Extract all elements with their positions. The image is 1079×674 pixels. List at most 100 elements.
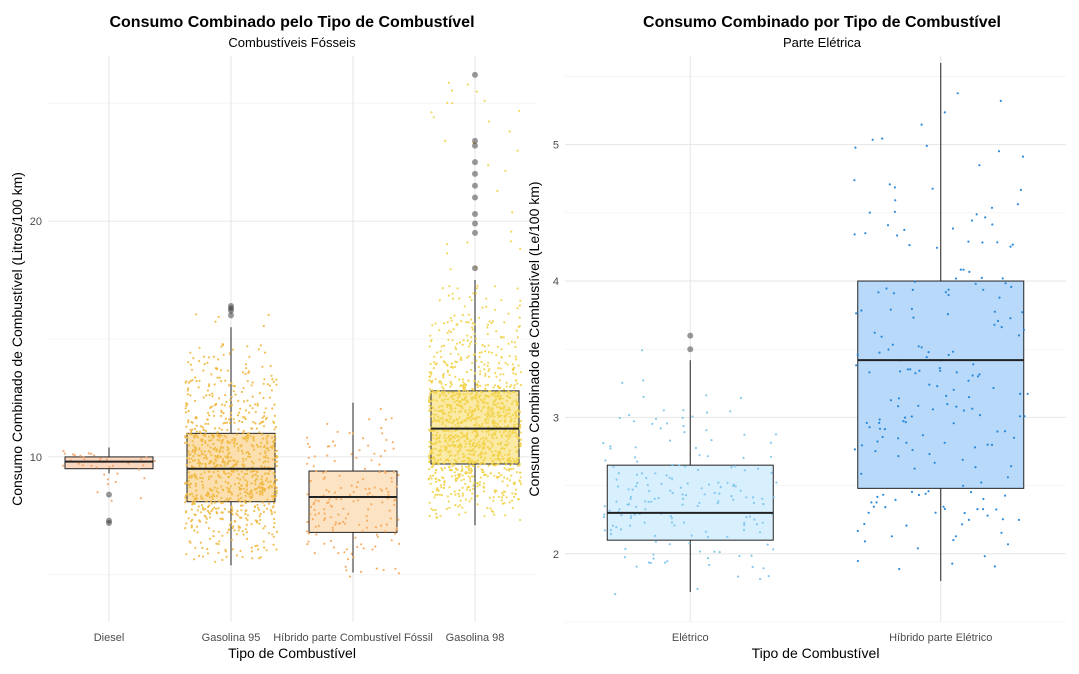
jitter-point [620,514,623,517]
jitter-point [460,445,463,449]
jitter-point [644,508,647,511]
jitter-point [461,474,464,477]
jitter-point [442,387,445,390]
jitter-point [450,454,453,457]
jitter-point [202,555,205,558]
jitter-point [511,413,514,417]
jitter-point [743,433,746,436]
jitter-point [651,422,654,425]
jitter-point [252,474,255,477]
jitter-point [193,473,196,476]
jitter-point [240,484,243,487]
jitter-point [242,500,245,503]
jitter-point [487,433,491,436]
jitter-point [479,373,482,376]
jitter-point [517,457,521,460]
jitter-point [350,453,353,456]
jitter-point [460,465,463,468]
jitter-point [471,328,474,331]
jitter-point [228,421,231,424]
jitter-point [471,442,474,445]
jitter-point [642,379,645,382]
jitter-point [225,555,228,558]
jitter-point [430,466,433,469]
jitter-point [189,351,192,354]
jitter-point [189,428,192,431]
jitter-point [436,493,439,496]
jitter-point [719,485,722,489]
jitter-point [512,400,515,403]
jitter-point [443,361,447,364]
jitter-point [951,562,954,565]
jitter-point [664,561,667,564]
jitter-point [428,379,431,382]
jitter-point [635,505,638,508]
jitter-point [221,511,224,514]
jitter-point [439,350,442,353]
jitter-point [444,398,447,401]
jitter-point [516,459,520,463]
jitter-point [433,443,437,446]
jitter-point [374,526,377,529]
jitter-point [256,503,259,506]
jitter-point [461,492,464,495]
jitter-point [249,404,252,407]
jitter-point [382,568,385,572]
jitter-point [453,458,456,461]
jitter-point [629,495,633,498]
outlier-point [687,346,694,353]
jitter-point [195,430,198,433]
jitter-point [486,383,489,386]
jitter-point [237,428,240,431]
jitter-point [437,459,440,462]
jitter-point [627,488,630,491]
jitter-point [438,299,441,302]
jitter-point [430,458,433,461]
jitter-point [447,429,450,433]
jitter-point [206,547,209,551]
jitter-point [981,241,984,244]
jitter-point [199,425,202,428]
jitter-point [513,431,516,435]
jitter-point [371,548,374,551]
jitter-point [452,328,455,331]
jitter-point [265,447,268,450]
jitter-point [478,351,481,354]
jitter-point [503,476,506,479]
jitter-point [273,450,276,453]
jitter-point [428,397,431,401]
jitter-point [264,351,267,354]
jitter-point [514,492,517,495]
jitter-point [254,473,257,476]
jitter-point [317,524,320,528]
jitter-point [853,448,857,451]
jitter-point [491,437,494,440]
jitter-point [494,491,497,494]
jitter-point [486,402,489,405]
jitter-point [514,445,517,448]
jitter-point [500,299,503,302]
jitter-point [492,496,495,499]
jitter-point [679,486,682,489]
jitter-point [383,470,386,473]
jitter-point [366,493,369,496]
jitter-point [184,482,187,485]
jitter-point [331,529,334,532]
jitter-point [187,387,190,390]
jitter-point [429,339,433,343]
jitter-point [258,515,261,518]
jitter-point [453,444,457,447]
jitter-point [368,491,371,494]
jitter-point [263,546,266,549]
jitter-point [668,439,672,442]
jitter-point [225,421,228,424]
jitter-point [863,540,867,543]
jitter-point [457,400,460,403]
jitter-point [244,502,247,505]
jitter-point [273,517,276,521]
jitter-point [911,288,914,291]
jitter-point [275,486,278,489]
jitter-point [432,429,436,432]
jitter-point [275,548,278,551]
jitter-point [186,403,189,406]
